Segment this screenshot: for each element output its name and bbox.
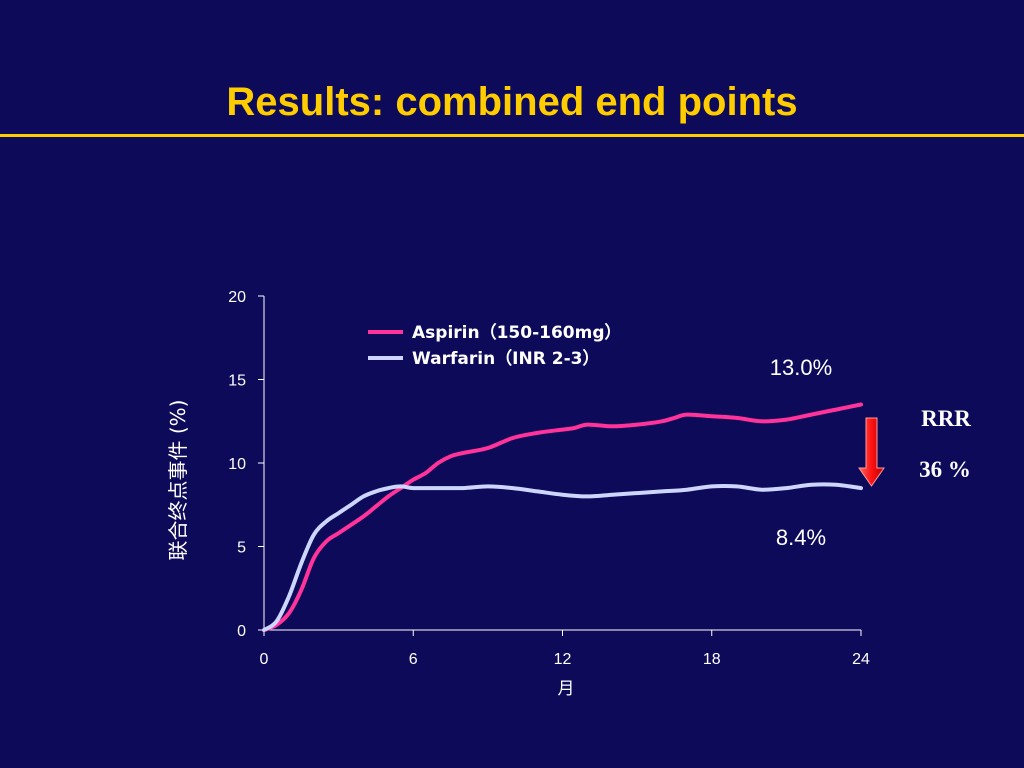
legend-label-warfarin: Warfarin（INR 2-3） bbox=[412, 348, 599, 369]
y-tick-label: 20 bbox=[228, 289, 246, 306]
x-tick-label: 24 bbox=[852, 651, 870, 668]
rrr-label: RRR bbox=[921, 406, 971, 431]
title-divider bbox=[0, 134, 1024, 137]
y-tick-label: 10 bbox=[228, 456, 246, 473]
x-tick-label: 6 bbox=[409, 651, 418, 668]
series-line-aspirin bbox=[262, 402, 863, 632]
slide-title: Results: combined end points bbox=[226, 80, 798, 124]
x-tick-label: 12 bbox=[554, 651, 572, 668]
y-tick-label: 5 bbox=[237, 540, 246, 557]
rrr-value: 36 % bbox=[919, 457, 971, 482]
x-tick-label: 18 bbox=[703, 651, 721, 668]
y-axis-ticks: 0 5 10 15 20 bbox=[228, 289, 264, 640]
y-axis-label: 联合终点事件 (%) bbox=[166, 400, 190, 561]
warfarin-end-value: 8.4% bbox=[776, 525, 826, 550]
y-tick-label: 0 bbox=[237, 623, 246, 640]
down-arrow-icon bbox=[858, 417, 885, 487]
legend-label-aspirin: Aspirin（150-160mg） bbox=[412, 322, 622, 343]
y-tick-label: 15 bbox=[228, 373, 246, 390]
x-axis-label: 月 bbox=[558, 679, 575, 699]
x-tick-label: 0 bbox=[260, 651, 269, 668]
x-axis-ticks: 0 6 12 18 24 bbox=[260, 630, 870, 668]
aspirin-end-value: 13.0% bbox=[770, 355, 832, 380]
legend: Aspirin（150-160mg） Warfarin（INR 2-3） bbox=[368, 322, 622, 369]
series-line-warfarin bbox=[262, 482, 863, 632]
